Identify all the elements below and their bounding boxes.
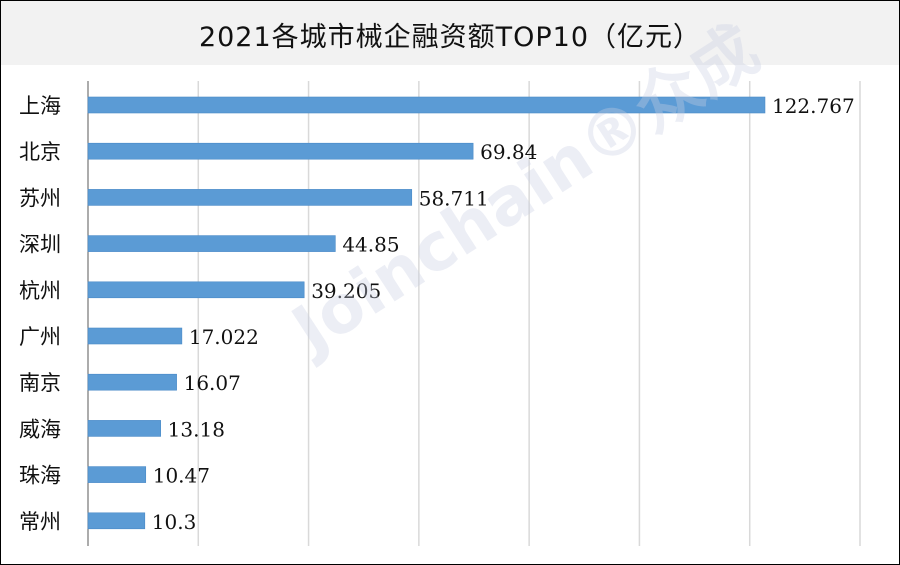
category-label: 珠海 (19, 464, 61, 488)
chart-title: 2021各城市械企融资额TOP10（亿元） (198, 22, 702, 53)
bar (87, 512, 146, 530)
category-label: 北京 (19, 140, 61, 164)
bar (87, 142, 474, 160)
data-label: 39.205 (311, 279, 381, 303)
data-label: 13.18 (168, 417, 225, 441)
bar (87, 373, 177, 391)
category-label: 南京 (19, 371, 61, 395)
data-label: 44.85 (342, 233, 399, 257)
bar (87, 235, 336, 252)
data-label: 10.3 (152, 510, 197, 534)
title-band (1, 1, 899, 65)
bar (87, 96, 766, 114)
category-label: 常州 (19, 510, 61, 534)
bar (87, 466, 147, 483)
data-label: 16.07 (184, 371, 241, 395)
bar (87, 420, 161, 437)
category-label: 杭州 (19, 279, 61, 303)
data-label: 122.767 (772, 94, 855, 118)
category-label: 威海 (19, 417, 61, 441)
category-label: 深圳 (19, 233, 61, 257)
bar (87, 327, 183, 345)
bar (87, 189, 413, 206)
bar (87, 281, 305, 299)
category-label: 苏州 (19, 186, 61, 210)
data-label: 10.47 (153, 464, 210, 488)
data-label: 69.84 (480, 140, 537, 164)
data-label: 17.022 (189, 325, 259, 349)
category-label: 广州 (19, 325, 61, 349)
data-label: 58.711 (419, 186, 489, 210)
category-label: 上海 (19, 94, 61, 118)
